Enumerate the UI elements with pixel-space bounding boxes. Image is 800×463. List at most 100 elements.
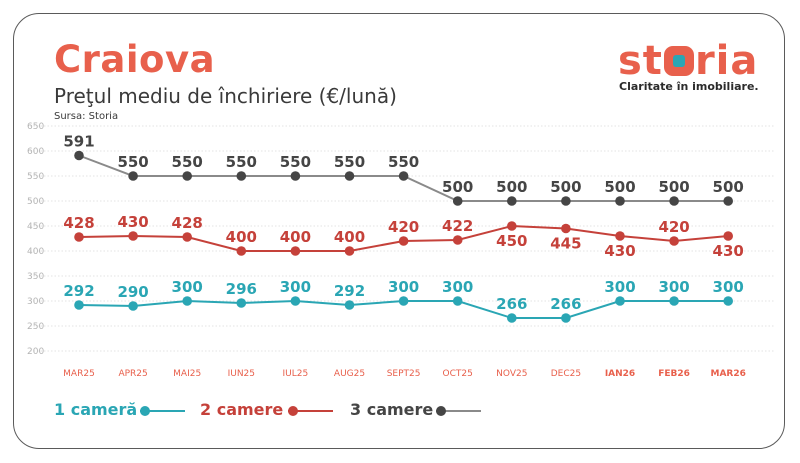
data-point xyxy=(128,301,138,311)
legend-line xyxy=(288,410,333,412)
data-point xyxy=(723,231,733,241)
x-tick-label: SEPT25 xyxy=(387,369,421,379)
legend-line xyxy=(436,410,481,412)
data-label: 300 xyxy=(658,278,689,296)
data-label: 550 xyxy=(117,153,148,171)
data-label: 300 xyxy=(442,278,473,296)
data-point xyxy=(74,232,84,242)
x-tick-label: OCT25 xyxy=(443,369,473,379)
data-label: 400 xyxy=(226,228,257,246)
data-point xyxy=(182,171,192,181)
chart-subtitle: Preţul mediu de închiriere (€/lună) xyxy=(54,84,397,108)
data-label: 266 xyxy=(496,295,527,313)
y-tick-label: 550 xyxy=(27,172,44,182)
data-label: 550 xyxy=(388,153,419,171)
y-tick-label: 650 xyxy=(27,122,44,132)
data-label: 300 xyxy=(280,278,311,296)
data-point xyxy=(561,223,571,234)
data-point xyxy=(344,246,355,256)
data-point xyxy=(236,171,247,181)
data-label: 300 xyxy=(713,278,744,296)
data-point xyxy=(615,296,625,306)
data-point xyxy=(236,298,247,308)
x-tick-label: APR25 xyxy=(118,369,147,379)
data-label: 550 xyxy=(280,153,311,171)
data-point xyxy=(74,150,84,161)
data-label: 550 xyxy=(226,153,257,171)
data-label: 591 xyxy=(63,133,94,151)
data-label: 430 xyxy=(604,242,635,260)
y-tick-label: 350 xyxy=(27,272,44,282)
data-label: 428 xyxy=(63,214,94,232)
data-point xyxy=(344,171,355,181)
brand-left: st xyxy=(618,38,663,84)
y-tick-label: 600 xyxy=(27,147,44,157)
legend-label: 2 camere xyxy=(200,400,284,419)
data-label: 422 xyxy=(442,217,473,235)
chart-card xyxy=(13,13,785,449)
data-label: 445 xyxy=(550,235,581,253)
data-point xyxy=(615,231,625,241)
data-point xyxy=(398,236,409,246)
data-point xyxy=(74,300,84,310)
data-point xyxy=(290,296,301,306)
chart-source: Sursa: Storia xyxy=(54,111,119,122)
data-label: 428 xyxy=(172,214,203,232)
data-label: 290 xyxy=(117,283,148,301)
x-tick-label: NOV25 xyxy=(496,369,527,379)
y-tick-label: 200 xyxy=(27,347,44,357)
data-point xyxy=(128,231,138,241)
legend-marker xyxy=(436,406,446,416)
data-point xyxy=(128,171,138,181)
y-tick-label: 500 xyxy=(27,197,44,207)
data-point xyxy=(182,232,192,242)
data-label: 300 xyxy=(604,278,635,296)
legend-marker xyxy=(288,406,298,416)
data-label: 500 xyxy=(442,178,473,196)
x-tick-label: IAN26 xyxy=(605,369,635,379)
data-point xyxy=(344,300,355,310)
data-label: 400 xyxy=(280,228,311,246)
data-label: 266 xyxy=(550,295,581,313)
data-point xyxy=(452,296,463,306)
x-tick-label: DEC25 xyxy=(551,369,581,379)
data-point xyxy=(561,313,571,323)
data-point xyxy=(236,246,247,256)
data-label: 500 xyxy=(604,178,635,196)
data-label: 500 xyxy=(658,178,689,196)
legend-label: 3 camere xyxy=(350,400,434,419)
y-tick-label: 300 xyxy=(27,297,44,307)
data-point xyxy=(182,296,192,306)
data-label: 420 xyxy=(388,218,419,236)
x-tick-label: AUG25 xyxy=(334,369,365,379)
data-point xyxy=(723,196,733,206)
data-point xyxy=(507,221,517,231)
y-tick-label: 250 xyxy=(27,322,44,332)
data-label: 500 xyxy=(713,178,744,196)
data-point xyxy=(615,196,625,206)
x-tick-label: IUL25 xyxy=(283,369,309,379)
x-tick-label: MAR26 xyxy=(711,369,746,379)
data-label: 430 xyxy=(713,242,744,260)
data-label: 296 xyxy=(226,280,257,298)
data-label: 420 xyxy=(658,218,689,236)
x-tick-label: MAR25 xyxy=(63,369,95,379)
data-label: 450 xyxy=(496,232,527,250)
data-label: 550 xyxy=(172,153,203,171)
data-point xyxy=(669,296,679,306)
brand-tagline: Claritate în imobiliare. xyxy=(619,80,759,93)
brand-right: ria xyxy=(694,38,759,84)
data-point xyxy=(507,196,517,206)
data-point xyxy=(561,196,571,206)
data-point xyxy=(723,296,733,306)
chart-title: Craiova xyxy=(54,38,216,81)
data-point xyxy=(398,171,409,181)
data-label: 292 xyxy=(63,282,94,300)
legend-line xyxy=(140,410,185,412)
legend-label: 1 cameră xyxy=(54,400,138,419)
y-tick-label: 450 xyxy=(27,222,44,232)
logo-square-icon xyxy=(663,46,694,76)
data-point xyxy=(507,313,517,323)
y-tick-label: 400 xyxy=(27,247,44,257)
